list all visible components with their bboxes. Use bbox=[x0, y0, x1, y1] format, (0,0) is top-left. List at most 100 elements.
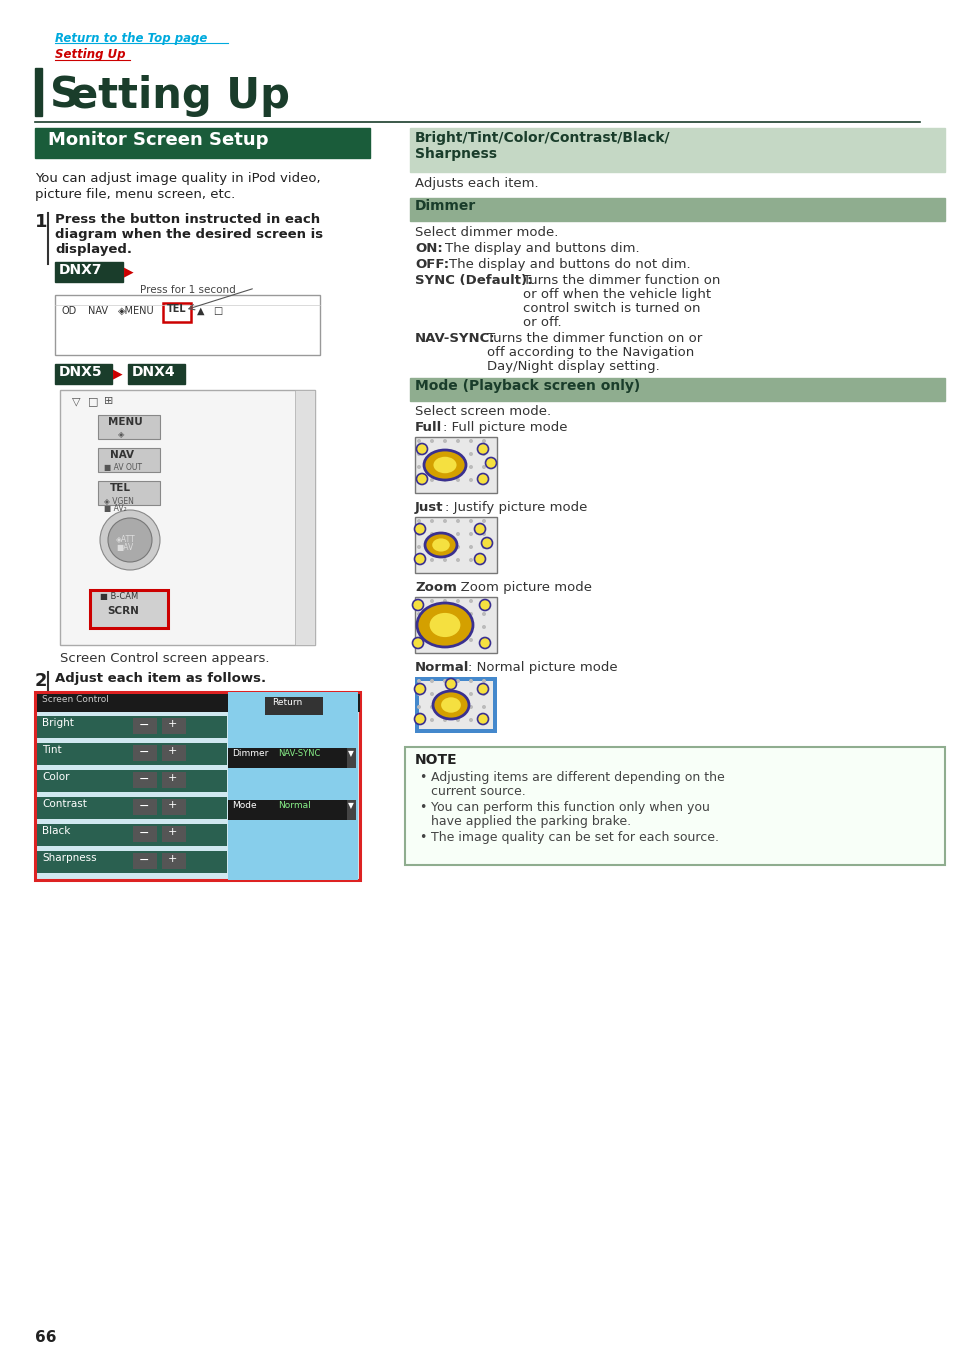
Circle shape bbox=[414, 524, 425, 535]
Text: •: • bbox=[418, 831, 426, 844]
Ellipse shape bbox=[429, 613, 460, 638]
Bar bbox=[415, 437, 497, 493]
Text: ◈ATT: ◈ATT bbox=[116, 533, 135, 543]
Circle shape bbox=[456, 705, 458, 708]
Bar bbox=[294, 390, 314, 645]
Circle shape bbox=[430, 719, 433, 722]
Text: : Zoom picture mode: : Zoom picture mode bbox=[452, 581, 592, 594]
Circle shape bbox=[108, 519, 152, 562]
Circle shape bbox=[469, 680, 472, 682]
Circle shape bbox=[430, 440, 433, 443]
Text: +: + bbox=[168, 827, 177, 837]
Text: Normal: Normal bbox=[415, 661, 469, 674]
Circle shape bbox=[456, 559, 458, 562]
Circle shape bbox=[456, 466, 458, 468]
Circle shape bbox=[456, 452, 458, 455]
Circle shape bbox=[443, 546, 446, 548]
Text: Select screen mode.: Select screen mode. bbox=[415, 405, 551, 418]
Circle shape bbox=[456, 680, 458, 682]
Text: NAV-SYNC: NAV-SYNC bbox=[277, 749, 320, 758]
Text: TEL: TEL bbox=[110, 483, 131, 493]
Bar bbox=[55, 263, 123, 282]
Text: displayed.: displayed. bbox=[55, 242, 132, 256]
Bar bbox=[37, 798, 227, 819]
Circle shape bbox=[479, 638, 490, 649]
Text: Sharpness: Sharpness bbox=[42, 853, 96, 862]
Bar bbox=[37, 743, 227, 765]
Text: You can perform this function only when you: You can perform this function only when … bbox=[431, 802, 709, 814]
Text: current source.: current source. bbox=[431, 785, 525, 798]
Circle shape bbox=[416, 444, 427, 455]
Circle shape bbox=[477, 444, 488, 455]
Bar bbox=[162, 745, 186, 761]
Circle shape bbox=[477, 684, 488, 695]
Text: ◈MENU: ◈MENU bbox=[118, 306, 154, 315]
Bar bbox=[132, 745, 157, 761]
Text: SYNC (Default):: SYNC (Default): bbox=[415, 274, 532, 287]
Circle shape bbox=[414, 554, 425, 565]
Circle shape bbox=[482, 705, 485, 708]
Ellipse shape bbox=[440, 697, 460, 712]
Bar bbox=[98, 481, 160, 505]
Circle shape bbox=[430, 626, 433, 628]
Text: Contrast: Contrast bbox=[42, 799, 87, 808]
Circle shape bbox=[443, 719, 446, 722]
Text: ON:: ON: bbox=[415, 242, 442, 255]
Text: NOTE: NOTE bbox=[415, 753, 457, 766]
Bar bbox=[228, 800, 355, 821]
Bar bbox=[98, 414, 160, 439]
Circle shape bbox=[430, 705, 433, 708]
Circle shape bbox=[417, 719, 420, 722]
Text: The display and buttons do not dim.: The display and buttons do not dim. bbox=[449, 259, 690, 271]
Circle shape bbox=[469, 440, 472, 443]
Text: •: • bbox=[418, 770, 426, 784]
Circle shape bbox=[443, 532, 446, 535]
Circle shape bbox=[456, 532, 458, 535]
Circle shape bbox=[443, 613, 446, 615]
Text: Mode: Mode bbox=[232, 802, 256, 810]
Circle shape bbox=[445, 678, 456, 689]
Text: −: − bbox=[139, 827, 150, 839]
Text: +: + bbox=[168, 800, 177, 810]
Text: Adjusting items are different depending on the: Adjusting items are different depending … bbox=[431, 770, 724, 784]
Bar bbox=[98, 448, 160, 473]
Text: : Full picture mode: : Full picture mode bbox=[442, 421, 567, 435]
Text: ▼: ▼ bbox=[348, 749, 354, 758]
Text: Black: Black bbox=[42, 826, 71, 835]
Circle shape bbox=[443, 693, 446, 696]
Text: ■ AV OUT: ■ AV OUT bbox=[104, 463, 142, 473]
Bar bbox=[415, 677, 497, 733]
Text: picture file, menu screen, etc.: picture file, menu screen, etc. bbox=[35, 188, 235, 200]
Bar bbox=[128, 364, 185, 385]
Circle shape bbox=[443, 639, 446, 642]
Text: etting Up: etting Up bbox=[70, 74, 290, 116]
Text: S: S bbox=[50, 74, 80, 116]
Text: Screen Control screen appears.: Screen Control screen appears. bbox=[60, 653, 269, 665]
Circle shape bbox=[482, 466, 485, 468]
Text: Just: Just bbox=[415, 501, 443, 515]
Circle shape bbox=[481, 538, 492, 548]
Bar bbox=[60, 390, 314, 645]
Circle shape bbox=[456, 600, 458, 603]
Text: DNX4: DNX4 bbox=[132, 366, 175, 379]
Circle shape bbox=[469, 613, 472, 615]
Circle shape bbox=[482, 639, 485, 642]
Text: +: + bbox=[168, 773, 177, 783]
Circle shape bbox=[443, 680, 446, 682]
Bar bbox=[415, 597, 497, 653]
Bar bbox=[410, 129, 944, 172]
Circle shape bbox=[482, 440, 485, 443]
Bar bbox=[132, 799, 157, 815]
Bar bbox=[35, 68, 42, 116]
Bar bbox=[37, 852, 227, 873]
Circle shape bbox=[414, 684, 425, 695]
Text: The image quality can be set for each source.: The image quality can be set for each so… bbox=[431, 831, 719, 844]
Text: Adjust each item as follows.: Adjust each item as follows. bbox=[55, 672, 266, 685]
Text: Setting Up: Setting Up bbox=[55, 47, 126, 61]
Bar bbox=[37, 716, 227, 738]
Text: +: + bbox=[168, 746, 177, 756]
Bar bbox=[37, 695, 359, 712]
Bar bbox=[132, 772, 157, 788]
Circle shape bbox=[482, 680, 485, 682]
Circle shape bbox=[443, 466, 446, 468]
